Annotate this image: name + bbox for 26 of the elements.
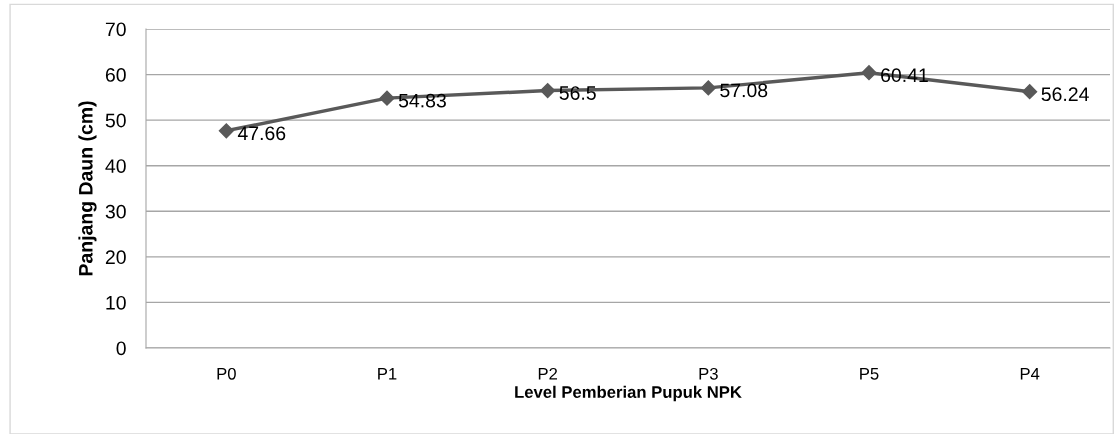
y-tick-label: 30: [105, 204, 126, 219]
point: [700, 80, 716, 96]
point: [1022, 84, 1038, 100]
y-tick-label: 50: [105, 113, 126, 128]
x-tick-label: P1: [378, 368, 397, 380]
point: [218, 123, 234, 139]
point: [861, 65, 877, 81]
y-tick-label: 0: [116, 341, 126, 356]
x-tick-label: P0: [217, 367, 236, 380]
y-tick-label: 40: [105, 159, 126, 173]
data-label: 47.66: [237, 126, 286, 141]
data-label: 57.08: [720, 83, 768, 98]
y-tick-label: 10: [106, 295, 126, 310]
point: [379, 90, 395, 106]
x-tick-label: P2: [538, 367, 558, 380]
x-axis-title: Level Pemberian Pupuk NPK: [515, 385, 742, 402]
y-tick-label: 70: [105, 22, 126, 37]
data-label: 56.24: [1041, 87, 1089, 102]
data-label: 60.41: [881, 68, 928, 83]
point: [540, 82, 556, 99]
y-tick-label: 60: [105, 68, 126, 82]
y-axis-title: Panjang Daun (cm): [78, 101, 97, 276]
x-tick-label: P3: [699, 367, 718, 380]
y-tick-label: 20: [105, 250, 126, 265]
x-tick-label: P5: [860, 368, 879, 380]
x-tick-label: P4: [1020, 368, 1040, 380]
